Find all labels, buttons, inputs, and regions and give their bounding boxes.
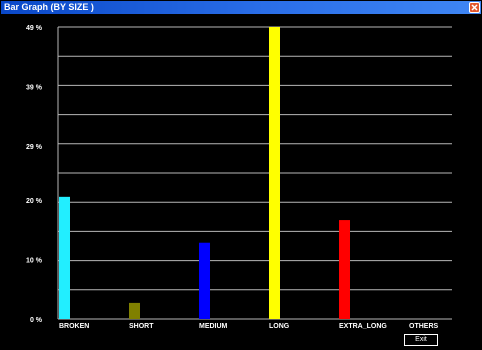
title-bar[interactable]: Bar Graph (BY SIZE ) bbox=[1, 1, 481, 14]
y-tick-label: 29 % bbox=[26, 144, 43, 151]
x-tick-label: OTHERS bbox=[409, 323, 439, 330]
x-tick-label: SHORT bbox=[129, 323, 154, 330]
close-button[interactable] bbox=[469, 2, 480, 13]
bar-short bbox=[129, 302, 140, 319]
bar-long bbox=[269, 27, 280, 319]
bar-medium bbox=[199, 242, 210, 319]
y-tick-label: 0 % bbox=[30, 317, 43, 324]
x-tick-label: BROKEN bbox=[59, 323, 89, 330]
bar-chart: 0 % 10 % 20 % 29 % 39 % 49 % BROKEN SHORT MEDIUM… bbox=[26, 25, 452, 330]
chart-area: 0 % 10 % 20 % 29 % 39 % 49 % BROKEN SHORT MEDIUM… bbox=[1, 14, 481, 349]
window-title: Bar Graph (BY SIZE ) bbox=[4, 2, 94, 12]
exit-button[interactable]: Exit bbox=[404, 334, 438, 346]
y-tick-label: 49 % bbox=[26, 25, 43, 32]
y-tick-label: 39 % bbox=[26, 85, 43, 92]
y-tick-label: 20 % bbox=[26, 198, 43, 205]
x-tick-label: EXTRA_LONG bbox=[339, 323, 387, 330]
bar-broken bbox=[59, 196, 70, 319]
bar-extra-long bbox=[339, 220, 350, 319]
y-tick-label: 10 % bbox=[26, 257, 43, 264]
x-tick-label: LONG bbox=[269, 323, 290, 330]
close-icon bbox=[471, 4, 478, 11]
x-tick-label: MEDIUM bbox=[199, 323, 228, 330]
